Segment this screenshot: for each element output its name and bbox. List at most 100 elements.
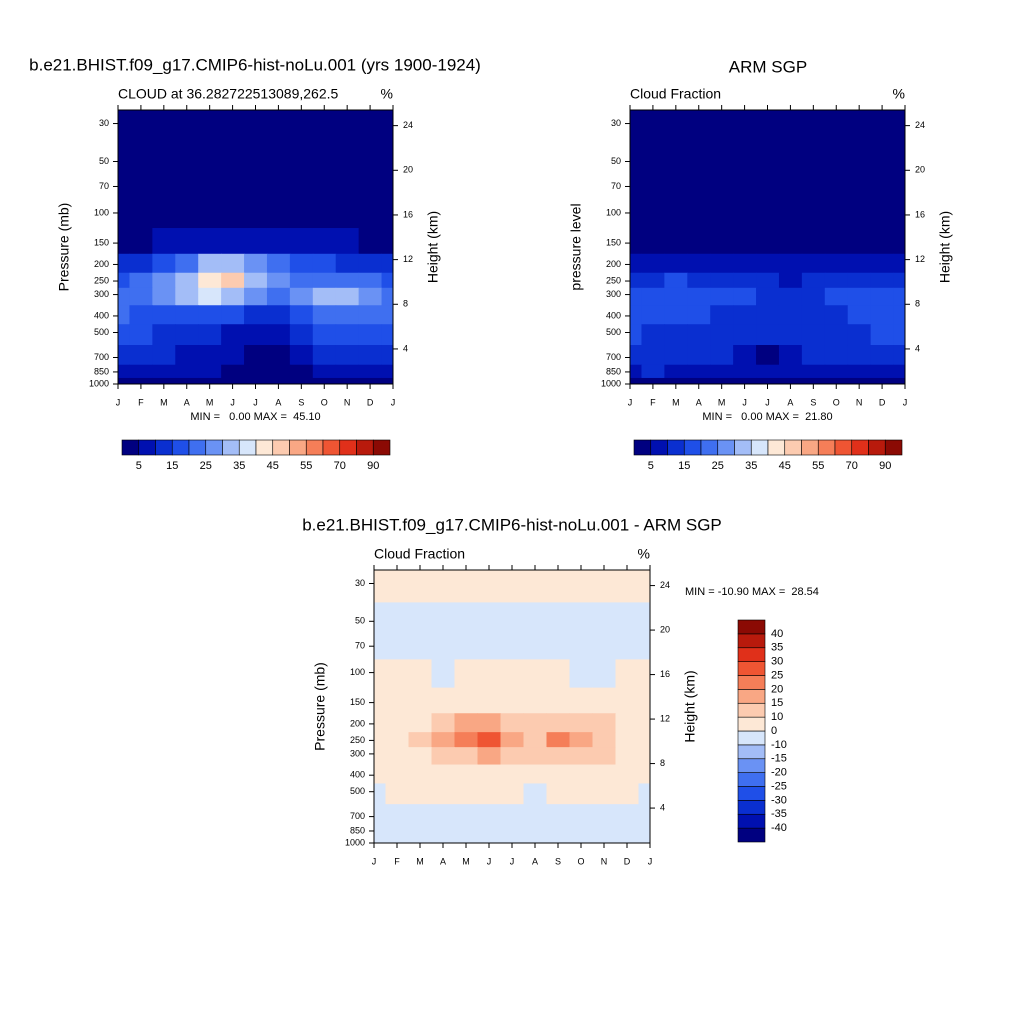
x-tick-label: M: [672, 397, 680, 407]
y2-tick-label: 24: [915, 120, 925, 130]
contour-cell: [687, 199, 711, 229]
contour-cell: [592, 570, 616, 603]
contour-cell: [801, 110, 826, 144]
contour-cell: [641, 364, 665, 379]
contour-cell: [175, 253, 199, 274]
colorbar-box: [884, 439, 903, 456]
y-tick-label: 250: [350, 735, 365, 745]
contour-cell: [129, 345, 153, 366]
contour-cell: [778, 110, 803, 144]
y-tick-label: 1000: [345, 837, 365, 847]
contour-cell: [569, 570, 593, 603]
contour-cell: [221, 142, 245, 175]
contour-cell: [847, 199, 872, 229]
contour-cell: [408, 659, 432, 689]
contour-cell: [152, 305, 176, 325]
contour-cell: [312, 110, 337, 144]
colorbar-box: [138, 439, 156, 456]
contour-cell: [266, 324, 291, 346]
contour-cell: [312, 305, 337, 325]
contour-cell: [756, 110, 780, 144]
contour-cell: [615, 783, 639, 805]
contour-cell: [454, 823, 478, 838]
contour-cell: [546, 732, 570, 748]
contour-cell: [500, 659, 524, 689]
colorbar-box: [356, 439, 374, 456]
contour-cell: [687, 287, 711, 306]
contour-cell: [546, 687, 570, 714]
contour-cell: [847, 253, 872, 274]
y-tick-label: 300: [94, 289, 109, 299]
contour-cell: [431, 732, 455, 748]
contour-cell: [638, 570, 651, 603]
x-tick-label: F: [394, 856, 400, 866]
contour-cell: [385, 633, 409, 660]
contour-cell: [687, 173, 711, 201]
contour-cell: [523, 747, 547, 766]
contour-cell: [381, 173, 394, 201]
contour-cell: [500, 823, 524, 838]
contour-cell: [266, 287, 291, 306]
colorbar-box: [121, 439, 140, 456]
contour-cell: [374, 823, 386, 838]
colorbar-box: [737, 702, 766, 718]
colorbar-box: [737, 813, 766, 829]
contour-cell: [615, 713, 639, 733]
contour-cell: [129, 199, 153, 229]
contour-cell: [630, 305, 642, 325]
contour-cell: [641, 345, 665, 366]
contour-cell: [733, 345, 757, 366]
x-tick-label: O: [577, 856, 584, 866]
contour-cell: [847, 228, 872, 255]
contour-cell: [630, 228, 642, 255]
contour-cell: [312, 364, 337, 379]
contour-cell: [431, 764, 455, 784]
colorbar-label: -35: [771, 808, 787, 820]
contour-cell: [870, 324, 895, 346]
y2-tick-label: 4: [915, 343, 920, 353]
contour-cell: [358, 287, 383, 306]
contour-cell: [710, 142, 734, 175]
x-tick-label: D: [879, 397, 886, 407]
contour-cell: [374, 713, 386, 733]
contour-cell: [893, 345, 906, 366]
contour-cell: [289, 324, 314, 346]
colorbar-box: [750, 439, 769, 456]
contour-cell: [335, 377, 360, 385]
x-tick-label: N: [856, 397, 863, 407]
colorbar-box: [222, 439, 240, 456]
contour-cell: [289, 272, 314, 289]
contour-cell: [381, 199, 394, 229]
contour-cell: [381, 305, 394, 325]
contour-cell: [523, 659, 547, 689]
colorbar-label: -20: [771, 767, 787, 779]
contour-cell: [641, 253, 665, 274]
colorbar-label: 55: [812, 460, 824, 472]
contour-cell: [312, 253, 337, 274]
y2-tick-label: 8: [660, 758, 665, 768]
contour-cell: [500, 804, 524, 825]
contour-cell: [175, 345, 199, 366]
contour-cell: [385, 783, 409, 805]
contour-cell: [733, 199, 757, 229]
contour-cell: [801, 305, 826, 325]
contour-cell: [198, 345, 222, 366]
contour-cell: [431, 783, 455, 805]
contour-cell: [266, 228, 291, 255]
contour-cell: [118, 364, 130, 379]
contour-cell: [129, 377, 153, 385]
contour-cell: [687, 228, 711, 255]
contour-cell: [870, 173, 895, 201]
contour-cell: [893, 110, 906, 144]
contour-cell: [289, 287, 314, 306]
contour-cell: [778, 199, 803, 229]
contour-cell: [431, 633, 455, 660]
contour-cell: [630, 324, 642, 346]
contour-cell: [335, 173, 360, 201]
contour-cell: [638, 804, 651, 825]
y-tick-label: 200: [350, 718, 365, 728]
contour-cell: [592, 783, 616, 805]
contour-cell: [756, 305, 780, 325]
contour-cell: [733, 305, 757, 325]
y-tick-label: 400: [350, 770, 365, 780]
